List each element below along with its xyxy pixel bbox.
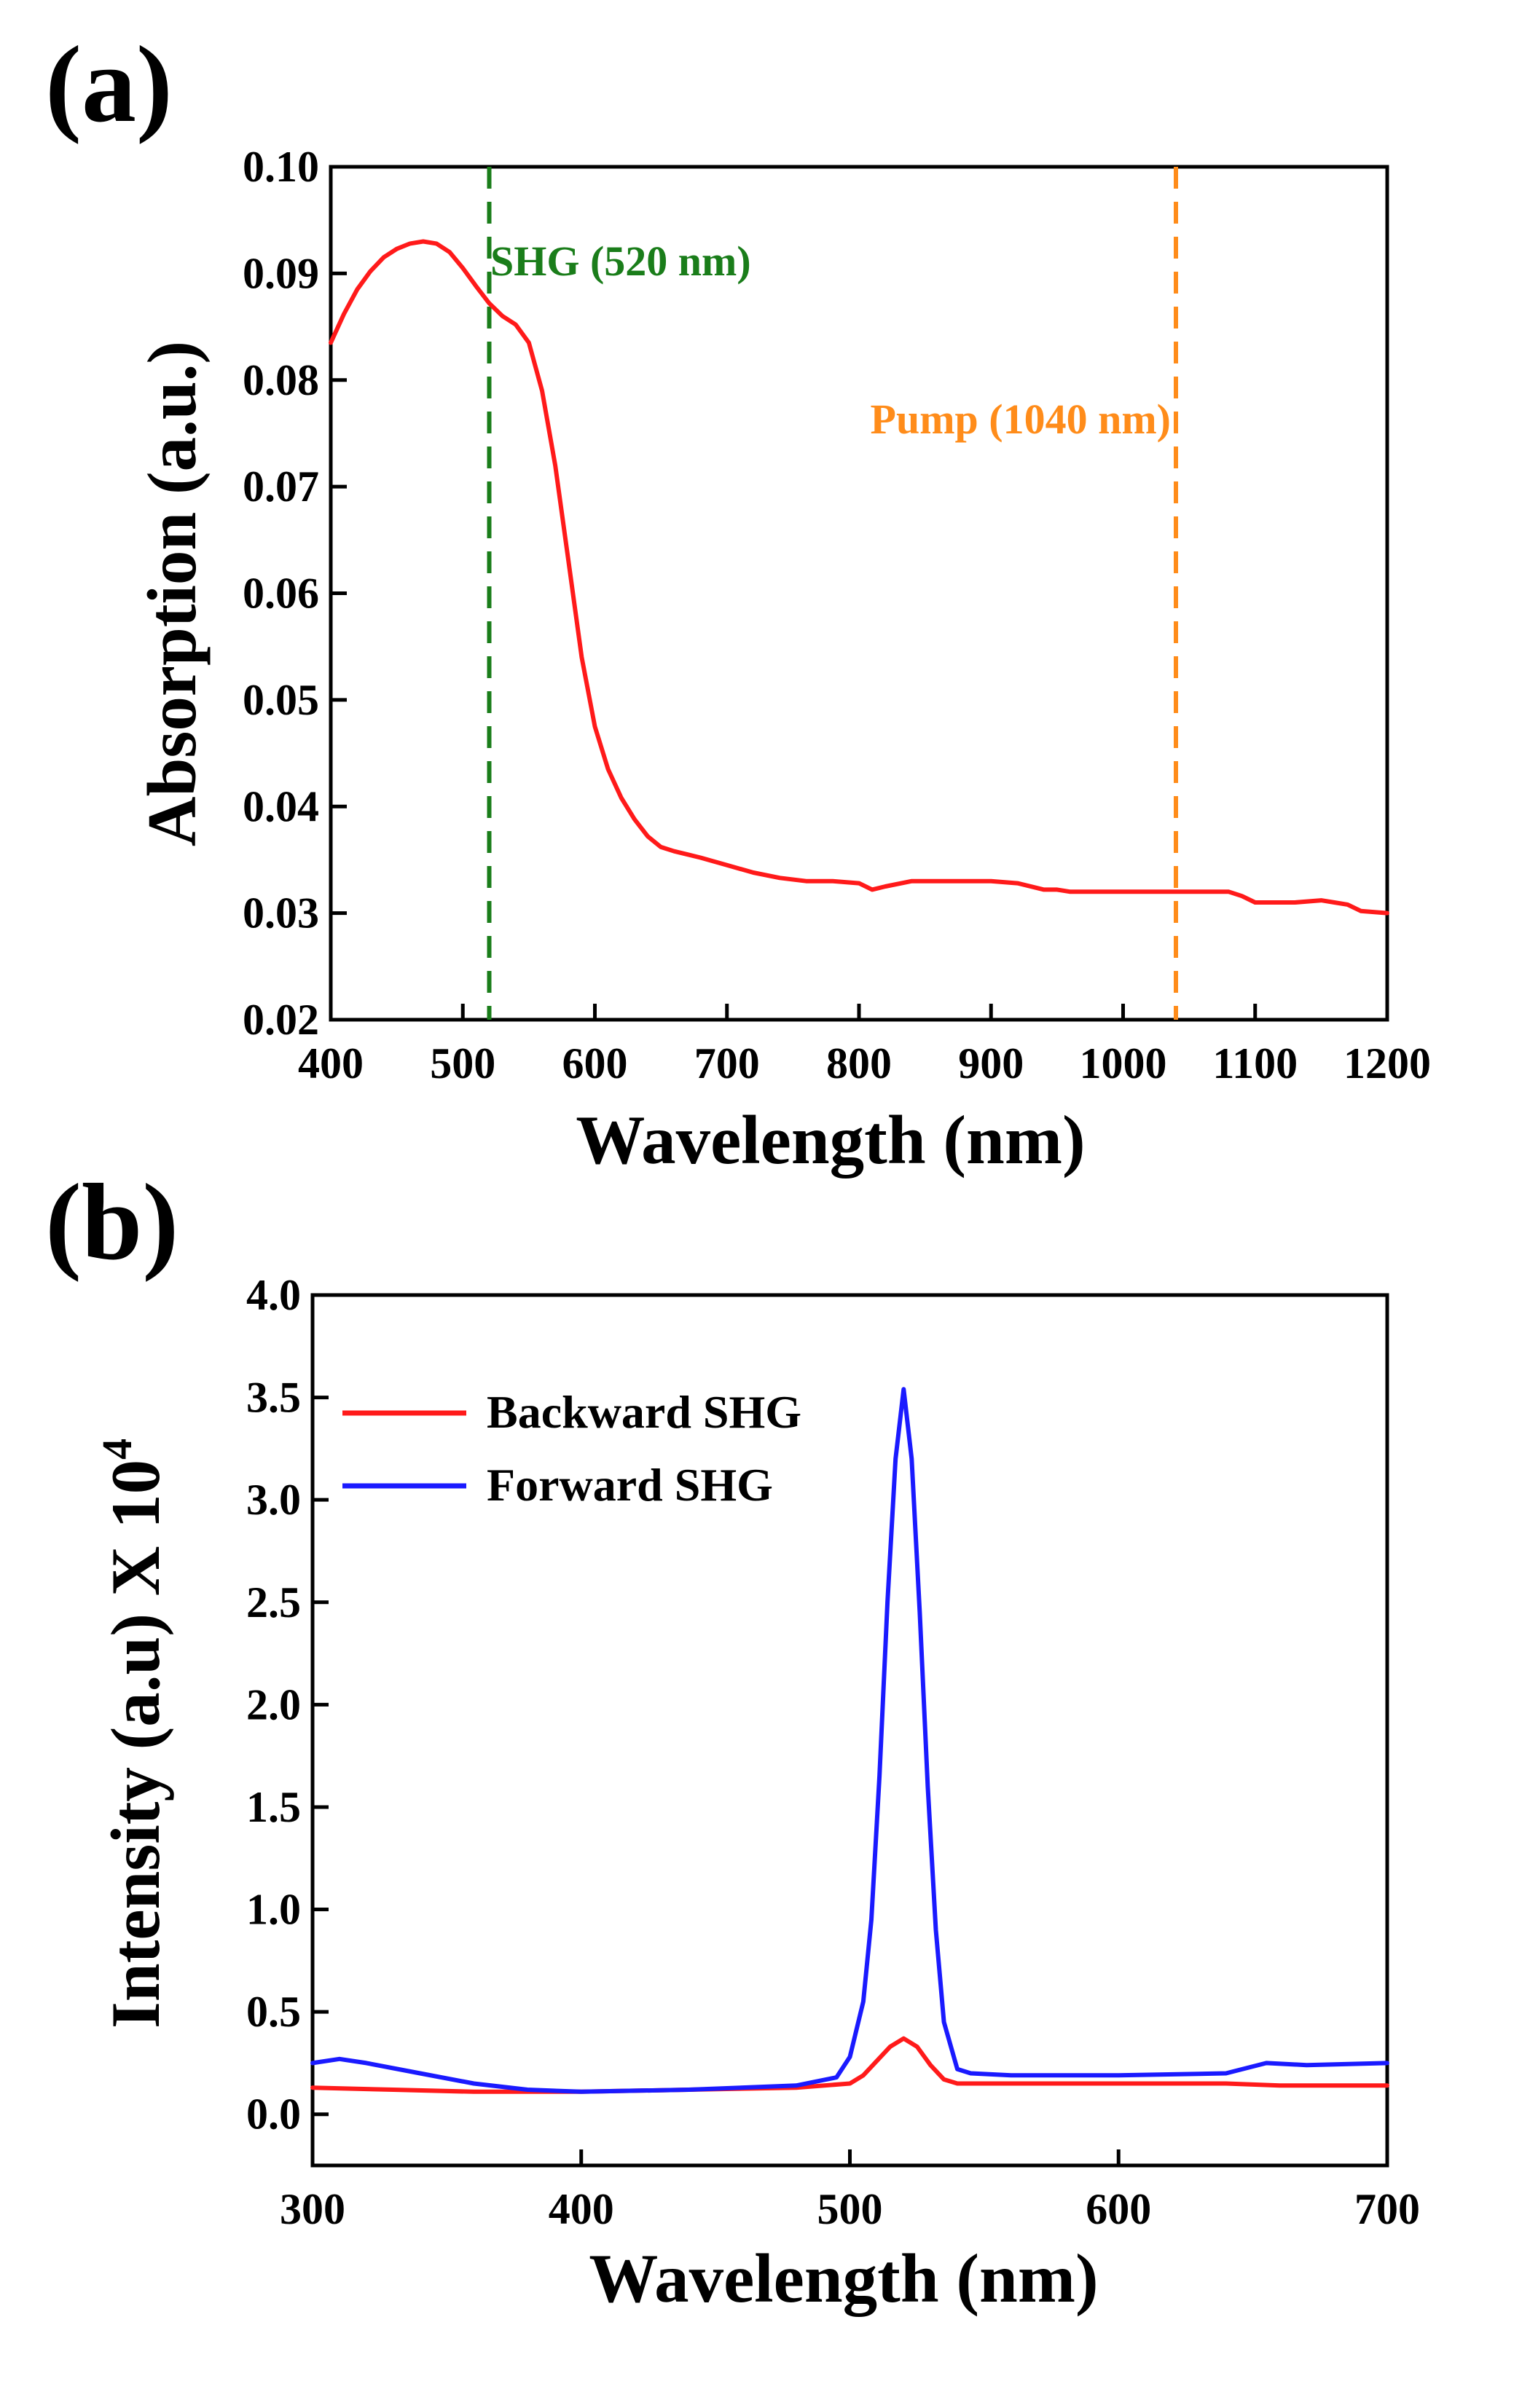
y-tick-label: 1.5 xyxy=(246,1783,301,1831)
x-tick-label: 1100 xyxy=(1212,1039,1298,1087)
x-tick-label: 600 xyxy=(562,1039,628,1087)
panel-b: (b) 0.0 0.5 1.0 1.5 2.0 2.5 3.0 3.5 4.0 300 400 50… xyxy=(45,1162,1420,2317)
y-tick-label: 2.5 xyxy=(246,1578,301,1626)
panel-b-y-axis-label-exponent: 4 xyxy=(93,1439,141,1460)
x-tick-label: 500 xyxy=(817,2185,883,2233)
x-tick-label: 600 xyxy=(1086,2185,1151,2233)
panel-a: (a) 0.02 0.03 0.04 0.05 0.06 0.07 0.08 0.09 0.10… xyxy=(45,24,1431,1179)
y-tick-label: 0.09 xyxy=(243,249,319,297)
y-tick-label: 0.02 xyxy=(243,996,319,1044)
x-tick-label: 300 xyxy=(280,2185,345,2233)
y-tick-label: 0.05 xyxy=(243,676,319,724)
x-tick-label: 1200 xyxy=(1343,1039,1431,1087)
panel-b-series xyxy=(310,1387,1389,2094)
panel-a-x-axis-label: Wavelength (nm) xyxy=(576,1101,1085,1179)
panel-a-series xyxy=(329,239,1389,916)
panel-b-x-axis-label: Wavelength (nm) xyxy=(589,2240,1098,2317)
x-tick-label: 800 xyxy=(826,1039,892,1087)
series-line-forward-shg xyxy=(310,1387,1389,2094)
legend-label-forward: Forward SHG xyxy=(487,1459,773,1511)
y-tick-label: 0.0 xyxy=(246,2090,301,2139)
y-tick-label: 3.5 xyxy=(246,1374,301,1422)
x-tick-label: 400 xyxy=(549,2185,614,2233)
y-tick-label: 0.06 xyxy=(243,570,319,618)
panel-b-y-ticks: 0.0 0.5 1.0 1.5 2.0 2.5 3.0 3.5 4.0 xyxy=(246,1271,329,2139)
x-tick-label: 700 xyxy=(694,1039,760,1087)
legend-label-backward: Backward SHG xyxy=(487,1386,801,1438)
panel-a-x-ticks: 400 500 600 700 800 900 1000 1100 1200 xyxy=(298,1004,1431,1087)
panel-a-marker-label-pump: Pump (1040 nm) xyxy=(871,396,1171,443)
series-line-absorption xyxy=(329,239,1389,916)
panel-b-y-axis-label: Intensity (a.u) X 104 xyxy=(93,1439,174,2029)
x-tick-label: 900 xyxy=(958,1039,1024,1087)
y-tick-label: 0.07 xyxy=(243,463,319,511)
y-tick-label: 0.08 xyxy=(243,356,319,404)
x-tick-label: 400 xyxy=(298,1039,364,1087)
panel-b-x-ticks: 300 400 500 600 700 xyxy=(280,2149,1420,2233)
panel-b-plot-frame xyxy=(310,1293,1389,2168)
x-tick-label: 500 xyxy=(430,1039,495,1087)
y-tick-label: 0.04 xyxy=(243,782,319,830)
panel-a-y-ticks: 0.02 0.03 0.04 0.05 0.06 0.07 0.08 0.09 0.10 xyxy=(243,143,347,1044)
y-tick-label: 1.0 xyxy=(246,1886,301,1934)
panel-a-y-axis-label: Absorption (a.u.) xyxy=(133,341,211,846)
panel-b-y-axis-label-main: Intensity (a.u) X 10 xyxy=(97,1460,174,2029)
y-tick-label: 4.0 xyxy=(246,1271,301,1319)
panel-a-label: (a) xyxy=(45,24,173,145)
x-tick-label: 700 xyxy=(1354,2185,1420,2233)
panel-b-legend: Backward SHG Forward SHG xyxy=(342,1386,801,1511)
panel-a-marker-label-shg: SHG (520 nm) xyxy=(490,237,751,285)
y-tick-label: 0.03 xyxy=(243,889,319,937)
y-tick-label: 0.5 xyxy=(246,1988,301,2036)
y-tick-label: 3.0 xyxy=(246,1476,301,1524)
panel-a-markers xyxy=(487,167,1178,1020)
y-tick-label: 2.0 xyxy=(246,1680,301,1728)
panel-b-label: (b) xyxy=(45,1162,178,1283)
y-tick-label: 0.10 xyxy=(243,143,319,191)
x-tick-label: 1000 xyxy=(1080,1039,1167,1087)
